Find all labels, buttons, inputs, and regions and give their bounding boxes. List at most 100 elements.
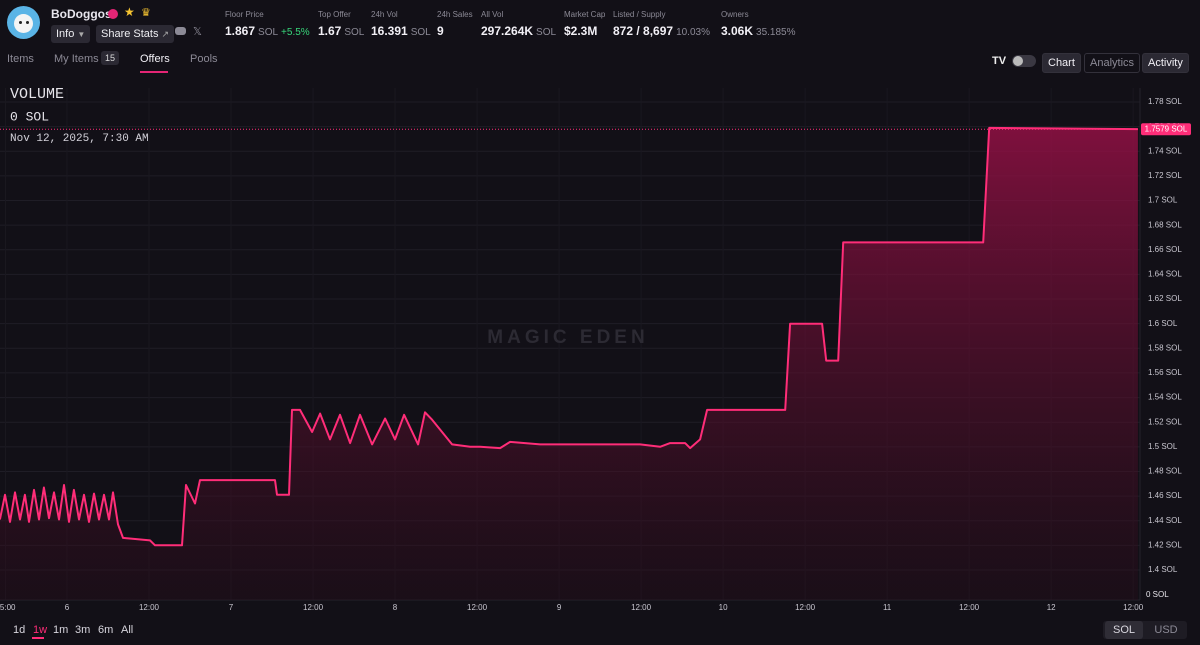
stat-label: Top Offer	[318, 10, 351, 19]
x-icon[interactable]: 𝕏	[193, 26, 202, 38]
chart-button[interactable]: Chart	[1042, 53, 1081, 73]
y-tick-label: 1.42 SOL	[1148, 540, 1182, 549]
stat-label: Floor Price	[225, 10, 264, 19]
y-tick-label: 1.58 SOL	[1148, 343, 1182, 352]
price-marker-box	[1141, 123, 1191, 136]
y-tick-label: 1.52 SOL	[1148, 417, 1182, 426]
share-stats-button[interactable]: Share Stats ↗	[96, 25, 175, 43]
stat-unit: SOL	[536, 27, 557, 38]
tab-items[interactable]: Items	[7, 53, 34, 65]
stat-value: 297.264K SOL	[481, 24, 557, 38]
x-tick-label: 12:00	[631, 603, 652, 612]
y-tick-label: 1.5 SOL	[1148, 442, 1178, 451]
y-tick-label: 1.62 SOL	[1148, 294, 1182, 303]
stat-label: 24h Sales	[437, 10, 473, 19]
timeframe-underline	[32, 637, 44, 639]
timeframe-button[interactable]: 1d	[13, 624, 26, 636]
y-tick-label: 1.78 SOL	[1148, 97, 1182, 106]
price-line	[0, 126, 1138, 547]
discord-icon[interactable]	[175, 27, 186, 35]
legend-value: 0 SOL	[10, 109, 49, 124]
timeframe-button[interactable]: 1m	[53, 624, 69, 636]
my-items-count: 15	[101, 51, 120, 65]
legend-title: VOLUME	[10, 86, 64, 103]
info-label: Info	[56, 28, 75, 40]
y-tick-label: 1.64 SOL	[1148, 270, 1182, 279]
stat-value: 872 / 8,697 10.03%	[613, 24, 710, 38]
x-tick-label: 12	[1047, 603, 1056, 612]
y-tick-label: 1.7 SOL	[1148, 196, 1178, 205]
price-marker-label: 1.7579 SOL	[1145, 124, 1188, 133]
verified-badge	[108, 9, 118, 19]
x-tick-label: 6	[65, 603, 70, 612]
x-tick-label: 11	[883, 603, 892, 612]
currency-button[interactable]: USD	[1154, 624, 1178, 636]
activity-button[interactable]: Activity	[1142, 53, 1189, 73]
stat-value: 1.67 SOL	[318, 24, 365, 38]
x-tick-label: 10	[719, 603, 728, 612]
stat-value: 9	[437, 24, 444, 38]
timeframe-button[interactable]: 3m	[75, 624, 91, 636]
x-tick-label: 12:00	[1123, 603, 1144, 612]
x-tick-label: 9	[557, 603, 562, 612]
y-tick-label: 1.4 SOL	[1148, 565, 1178, 574]
stat-value: 1.867 SOL +5.5%	[225, 24, 310, 38]
stat-label: Market Cap	[564, 10, 606, 19]
x-tick-label: 7	[229, 603, 234, 612]
stat-label: Listed / Supply	[613, 10, 666, 19]
stat-label: All Vol	[481, 10, 504, 19]
star-icon: ★	[124, 5, 135, 19]
crown-icon: ♛	[141, 7, 151, 19]
stat-unit: 10.03%	[676, 27, 710, 38]
info-button[interactable]: Info ▼	[51, 25, 91, 43]
y-tick-label: 1.74 SOL	[1148, 146, 1182, 155]
stat-unit: SOL	[410, 27, 431, 38]
x-tick-label: 12:00	[959, 603, 980, 612]
timeframe-button[interactable]: 6m	[98, 624, 114, 636]
tab-underline	[140, 71, 168, 73]
stat-change: +5.5%	[281, 27, 310, 38]
price-area	[0, 127, 1138, 600]
tradingview-logo: TV	[992, 55, 1007, 67]
share-label: Share Stats	[101, 28, 159, 40]
tab-pools[interactable]: Pools	[190, 53, 218, 65]
stat-unit: 35.185%	[756, 27, 796, 38]
tab-offers[interactable]: Offers	[140, 53, 170, 65]
stat-value: 16.391 SOL	[371, 24, 431, 38]
x-tick-label: 12:00	[795, 603, 816, 612]
x-tick-label: 12:00	[139, 603, 160, 612]
y-tick-label: 1.48 SOL	[1148, 467, 1182, 476]
watermark: MAGIC EDEN	[487, 327, 648, 348]
stat-label: Owners	[721, 10, 749, 19]
x-tick-label: 12:00	[303, 603, 324, 612]
toggle[interactable]	[1012, 55, 1036, 67]
y-tick-label: 1.6 SOL	[1148, 319, 1178, 328]
stat-value: 3.06K 35.185%	[721, 24, 796, 38]
timeframe-button[interactable]: 1w	[33, 624, 48, 636]
stat-unit: SOL	[258, 27, 279, 38]
x-tick-label: 15:00	[0, 603, 16, 612]
timeframe-button[interactable]: All	[121, 624, 134, 636]
y-tick-label: 1.46 SOL	[1148, 491, 1182, 500]
collection-name: BoDoggos	[51, 7, 112, 21]
collection-avatar[interactable]	[7, 6, 40, 39]
stat-label: 24h Vol	[371, 10, 398, 19]
stat-value: $2.3M	[564, 24, 598, 38]
volume-axis-label: 0 SOL	[1146, 590, 1169, 599]
stat-unit: SOL	[344, 27, 365, 38]
analytics-button[interactable]: Analytics	[1084, 53, 1141, 73]
x-tick-label: 8	[393, 603, 398, 612]
y-tick-label: 1.72 SOL	[1148, 171, 1182, 180]
y-tick-label: 1.54 SOL	[1148, 393, 1182, 402]
currency-button[interactable]: SOL	[1105, 621, 1143, 639]
tab-my-items[interactable]: My Items	[54, 53, 99, 65]
y-tick-label: 1.44 SOL	[1148, 516, 1182, 525]
y-tick-label: 1.56 SOL	[1148, 368, 1182, 377]
x-tick-label: 12:00	[467, 603, 488, 612]
y-tick-label: 1.66 SOL	[1148, 245, 1182, 254]
y-tick-label: 1.68 SOL	[1148, 220, 1182, 229]
